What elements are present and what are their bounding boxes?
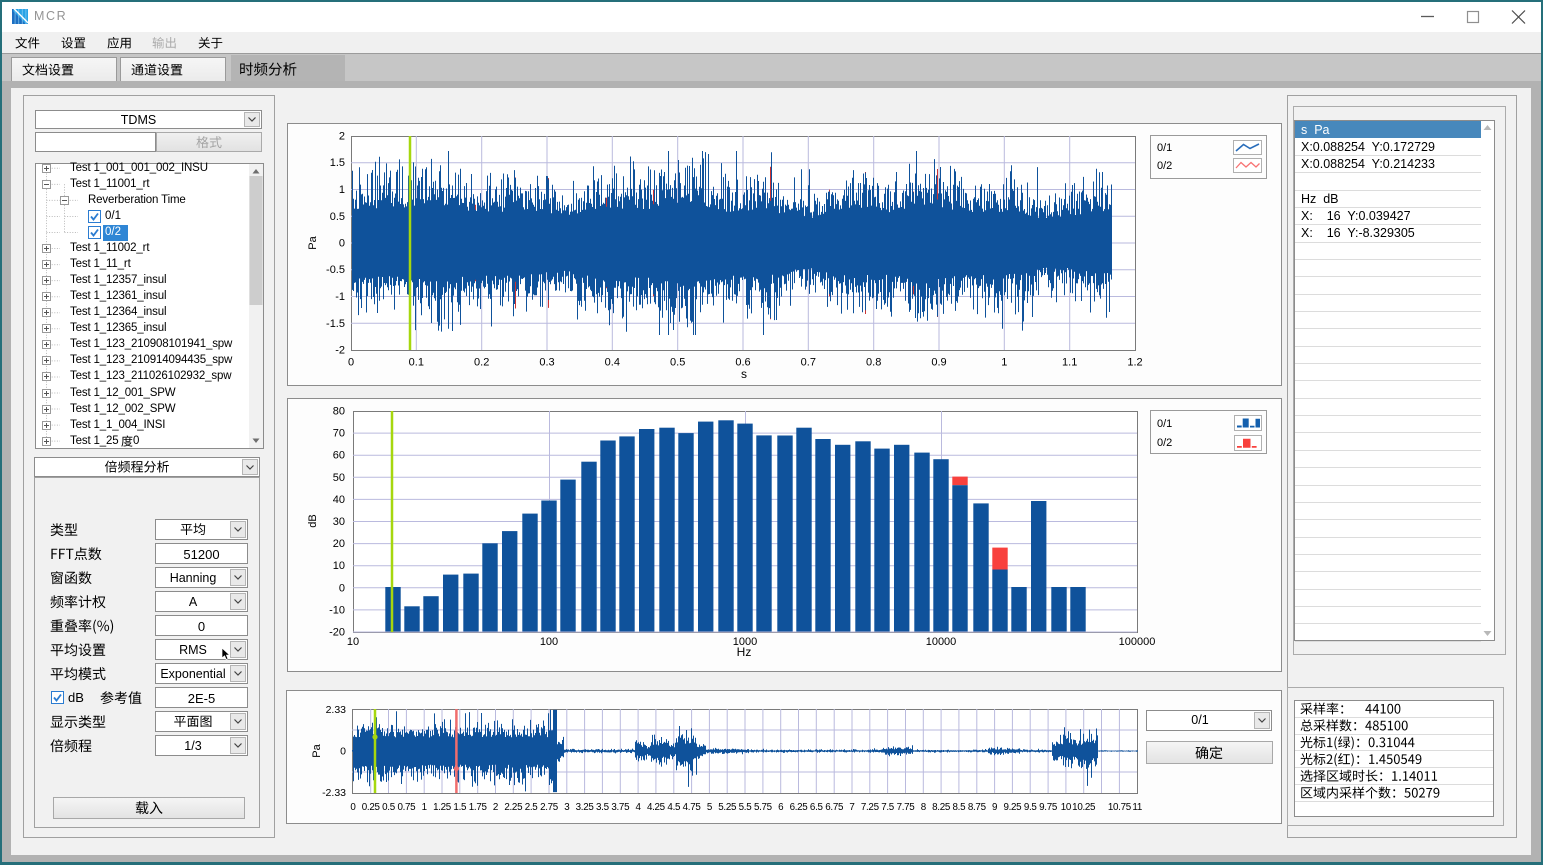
svg-text:7: 7 — [849, 802, 854, 813]
svg-text:-10: -10 — [329, 604, 345, 616]
svg-text:0.7: 0.7 — [801, 357, 816, 369]
svg-text:3.25: 3.25 — [576, 802, 595, 813]
svg-text:0: 0 — [350, 802, 356, 813]
svg-text:Pa: Pa — [311, 743, 323, 757]
svg-text:1.2: 1.2 — [1127, 357, 1142, 369]
svg-text:0/1: 0/1 — [1157, 418, 1172, 430]
svg-text:0.25: 0.25 — [362, 802, 381, 813]
svg-text:5: 5 — [707, 802, 713, 813]
svg-text:3: 3 — [564, 802, 570, 813]
svg-text:0.2: 0.2 — [474, 357, 489, 369]
svg-text:6.75: 6.75 — [825, 802, 844, 813]
svg-text:60: 60 — [333, 450, 345, 462]
svg-text:1.75: 1.75 — [469, 802, 488, 813]
svg-text:7.5: 7.5 — [881, 802, 895, 813]
svg-text:1.5: 1.5 — [453, 802, 467, 813]
svg-text:80: 80 — [333, 406, 345, 418]
svg-text:2: 2 — [339, 131, 345, 143]
svg-text:0.1: 0.1 — [409, 357, 424, 369]
svg-text:s: s — [741, 367, 747, 381]
svg-text:5.25: 5.25 — [718, 802, 737, 813]
svg-text:3.75: 3.75 — [611, 802, 630, 813]
svg-text:8.75: 8.75 — [968, 802, 987, 813]
svg-text:30: 30 — [333, 516, 345, 528]
svg-text:2.75: 2.75 — [540, 802, 559, 813]
svg-text:5.5: 5.5 — [739, 802, 753, 813]
svg-text:9.25: 9.25 — [1003, 802, 1022, 813]
svg-text:0.3: 0.3 — [539, 357, 554, 369]
svg-text:2: 2 — [493, 802, 498, 813]
svg-text:7.25: 7.25 — [861, 802, 880, 813]
svg-text:9: 9 — [992, 802, 997, 813]
svg-text:1.25: 1.25 — [433, 802, 452, 813]
svg-text:Pa: Pa — [307, 235, 319, 249]
svg-text:9.75: 9.75 — [1039, 802, 1058, 813]
svg-text:100: 100 — [540, 636, 558, 648]
svg-text:10.25: 10.25 — [1072, 802, 1096, 813]
svg-text:-2.33: -2.33 — [322, 787, 346, 799]
svg-text:0: 0 — [339, 582, 345, 594]
svg-text:40: 40 — [333, 494, 345, 506]
svg-text:5.75: 5.75 — [754, 802, 773, 813]
svg-text:4.5: 4.5 — [667, 802, 681, 813]
svg-text:50: 50 — [333, 472, 345, 484]
svg-text:10: 10 — [347, 636, 359, 648]
svg-text:0.5: 0.5 — [382, 802, 396, 813]
svg-text:Hz: Hz — [737, 645, 752, 659]
svg-text:0.9: 0.9 — [931, 357, 946, 369]
svg-text:0/2: 0/2 — [1157, 160, 1172, 172]
svg-text:6: 6 — [778, 802, 784, 813]
svg-text:-2: -2 — [335, 345, 345, 357]
svg-text:0/1: 0/1 — [1157, 142, 1172, 154]
svg-text:11: 11 — [1132, 802, 1142, 813]
svg-text:8.25: 8.25 — [932, 802, 951, 813]
svg-text:9.5: 9.5 — [1024, 802, 1038, 813]
svg-text:1.5: 1.5 — [330, 157, 345, 169]
svg-text:0: 0 — [340, 746, 346, 758]
svg-text:0.8: 0.8 — [866, 357, 881, 369]
svg-text:4.75: 4.75 — [683, 802, 702, 813]
svg-text:2.33: 2.33 — [326, 704, 347, 716]
svg-text:10000: 10000 — [926, 636, 957, 648]
svg-text:10: 10 — [333, 560, 345, 572]
svg-text:0.5: 0.5 — [330, 211, 345, 223]
svg-text:20: 20 — [333, 538, 345, 550]
svg-text:70: 70 — [333, 428, 345, 440]
svg-text:0/2: 0/2 — [1157, 437, 1172, 449]
svg-text:10: 10 — [1061, 802, 1072, 813]
svg-text:-1.5: -1.5 — [326, 318, 345, 330]
svg-text:-20: -20 — [329, 627, 345, 639]
svg-text:0: 0 — [348, 357, 354, 369]
svg-text:1000: 1000 — [733, 636, 757, 648]
svg-text:dB: dB — [307, 514, 319, 527]
svg-text:1: 1 — [339, 184, 345, 196]
svg-text:0: 0 — [339, 238, 345, 250]
svg-text:1: 1 — [422, 802, 427, 813]
svg-text:2.5: 2.5 — [525, 802, 539, 813]
svg-text:10.75: 10.75 — [1108, 802, 1132, 813]
svg-text:7.75: 7.75 — [897, 802, 916, 813]
svg-text:-0.5: -0.5 — [326, 264, 345, 276]
svg-text:6.25: 6.25 — [790, 802, 809, 813]
svg-text:3.5: 3.5 — [596, 802, 610, 813]
svg-text:1: 1 — [1001, 357, 1007, 369]
svg-text:0.75: 0.75 — [397, 802, 416, 813]
svg-text:4.25: 4.25 — [647, 802, 666, 813]
svg-text:6.5: 6.5 — [810, 802, 824, 813]
svg-text:4: 4 — [636, 802, 642, 813]
svg-text:100000: 100000 — [1119, 636, 1156, 648]
svg-text:0.6: 0.6 — [735, 357, 750, 369]
svg-text:8.5: 8.5 — [953, 802, 967, 813]
svg-text:0.5: 0.5 — [670, 357, 685, 369]
svg-text:1.1: 1.1 — [1062, 357, 1077, 369]
svg-text:8: 8 — [921, 802, 927, 813]
svg-text:0.4: 0.4 — [605, 357, 620, 369]
svg-text:-1: -1 — [335, 291, 345, 303]
svg-text:2.25: 2.25 — [504, 802, 523, 813]
